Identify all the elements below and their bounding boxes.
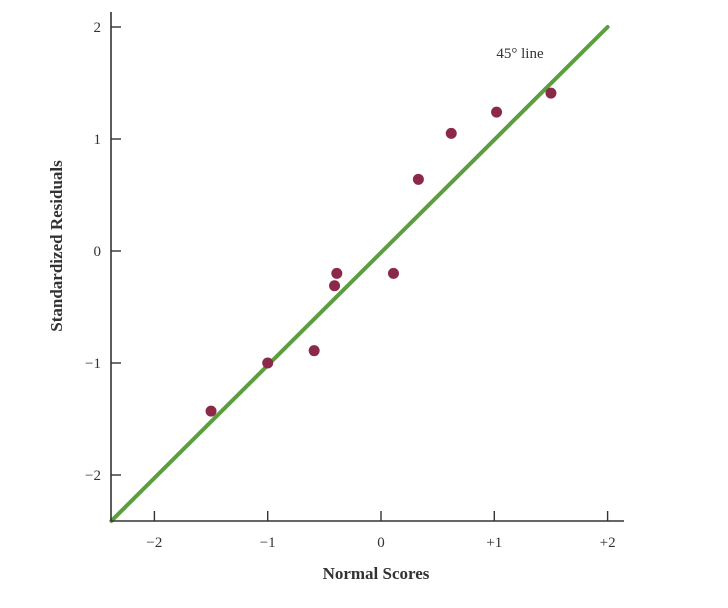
axes: −2 −1 0 +1 +2 −2 −1 0 1 2 (85, 12, 624, 551)
data-point (387, 267, 399, 279)
data-point (412, 173, 424, 185)
y-tick-label: 2 (94, 20, 102, 36)
y-tick-label: 0 (94, 244, 102, 260)
x-tick-label: 0 (377, 535, 385, 551)
line-annotation: 45° line (496, 46, 544, 62)
x-tick-label: −2 (146, 535, 162, 551)
x-axis-title: Normal Scores (323, 564, 430, 583)
x-tick-label: −1 (260, 535, 276, 551)
y-tick-label: −2 (85, 468, 101, 484)
data-point (331, 267, 343, 279)
plot-area (109, 25, 610, 523)
x-tick-label: +2 (600, 535, 616, 551)
data-point (205, 405, 217, 417)
data-point (308, 345, 320, 357)
data-point (262, 357, 274, 369)
data-point (545, 87, 557, 99)
data-point (491, 106, 503, 118)
y-axis-title: Standardized Residuals (47, 160, 66, 332)
reference-line-45deg (109, 25, 610, 523)
y-tick-label: −1 (85, 356, 101, 372)
y-tick-label: 1 (94, 132, 102, 148)
data-point (445, 127, 457, 139)
x-tick-label: +1 (486, 535, 502, 551)
labels: Normal Scores Standardized Residuals 45°… (47, 46, 544, 583)
data-point (329, 280, 341, 292)
